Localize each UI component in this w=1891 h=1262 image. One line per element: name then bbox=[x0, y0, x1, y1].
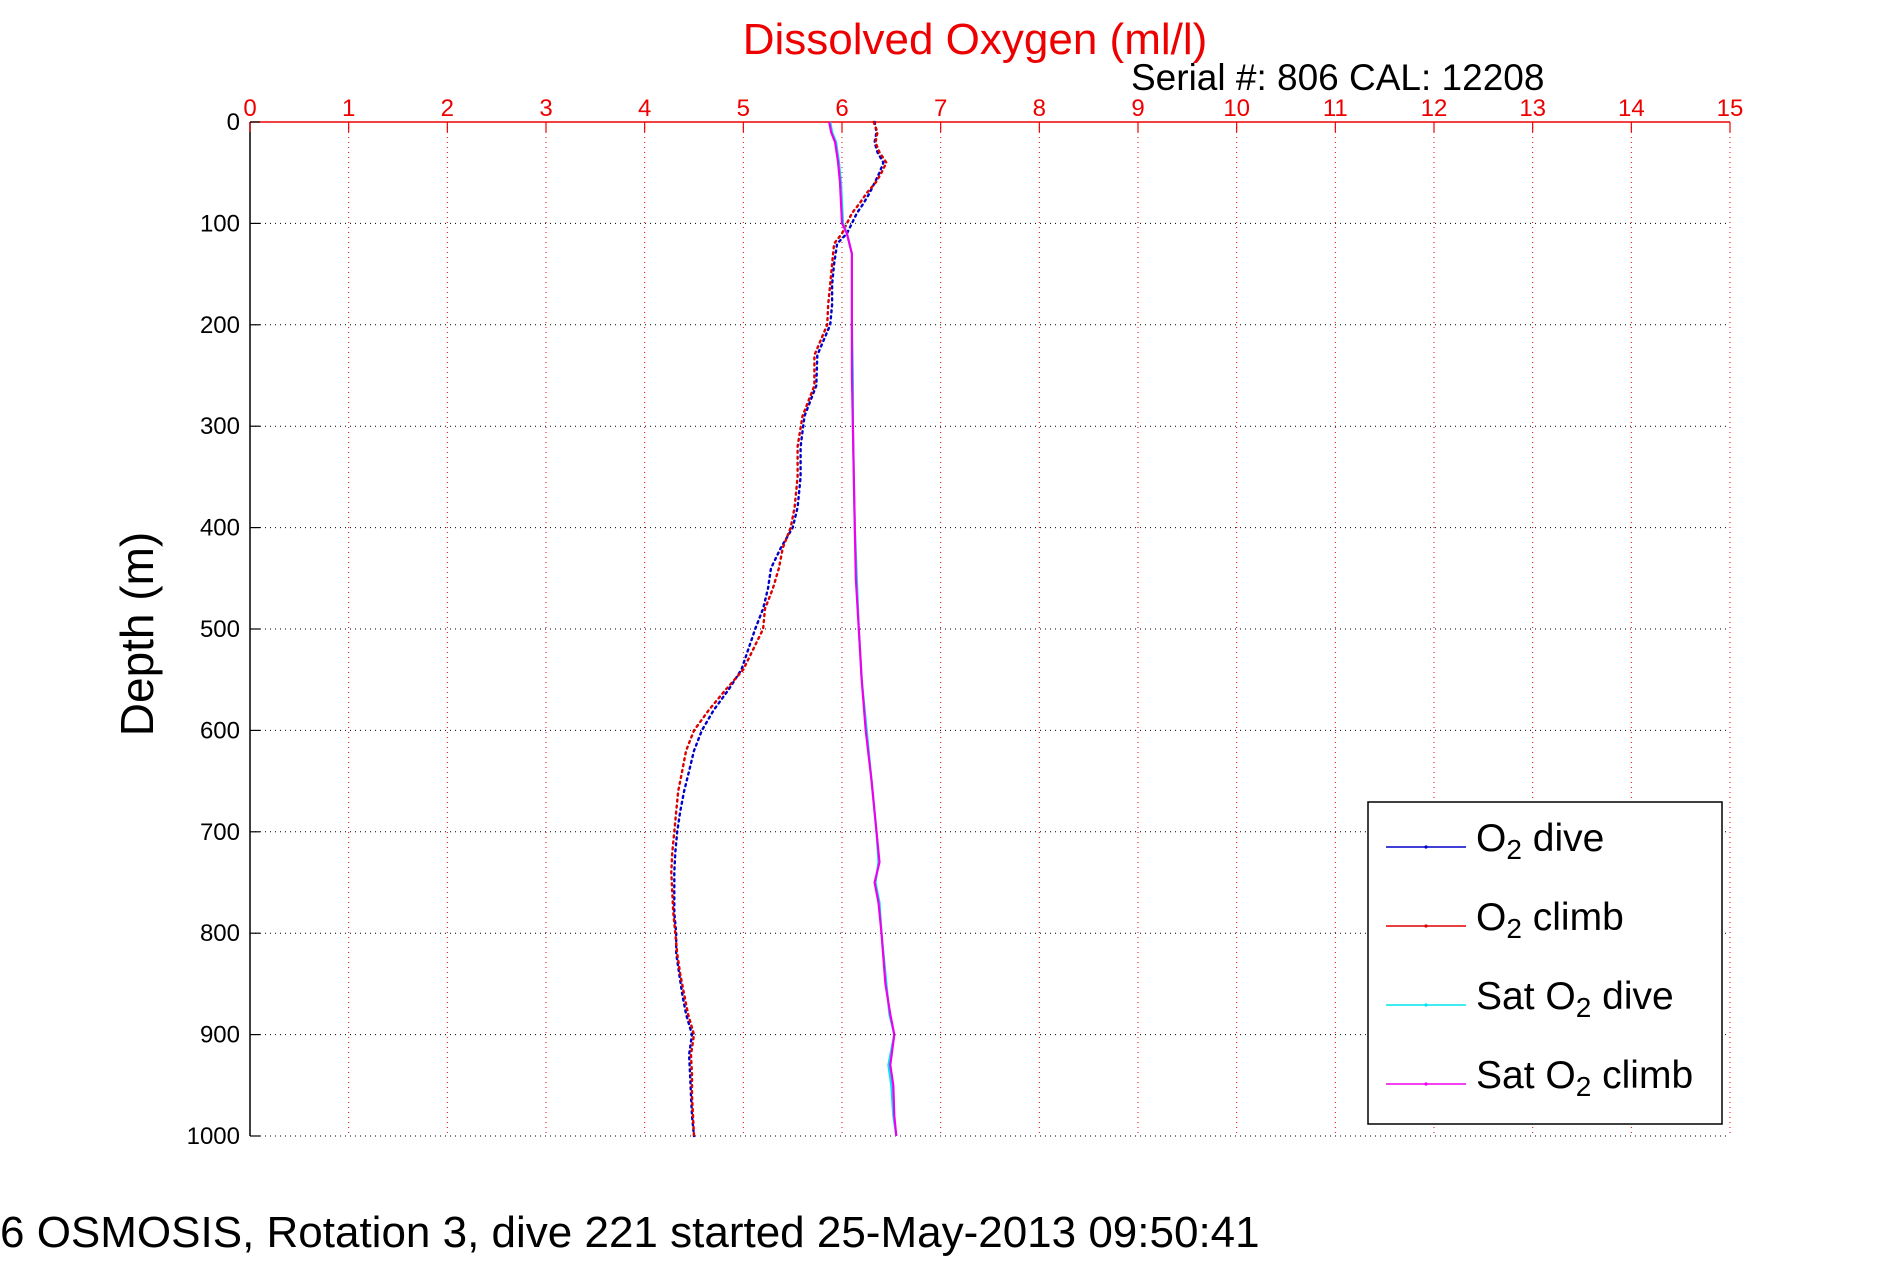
axes: 0 1 2 3 4 5 6 7 8 9 10 11 12 13 14 15010020030040050060… bbox=[187, 95, 1744, 1150]
legend-marker bbox=[1424, 924, 1428, 928]
legend-label: Sat O2 dive bbox=[1476, 975, 1674, 1023]
x-tick-label: 2 bbox=[441, 95, 454, 122]
chart-title: Dissolved Oxygen (ml/l) bbox=[743, 15, 1208, 64]
x-tick-label: 4 bbox=[638, 95, 651, 122]
y-tick-label: 300 bbox=[200, 413, 240, 440]
series-line-sat-o2-climb bbox=[828, 121, 898, 1137]
legend-label: O2 dive bbox=[1476, 817, 1604, 865]
y-axis-label: Depth (m) bbox=[111, 532, 163, 736]
y-tick-label: 800 bbox=[200, 920, 240, 947]
series-line-o2-climb bbox=[670, 120, 888, 1138]
x-tick-label: 12 bbox=[1421, 95, 1448, 122]
x-tick-label: 13 bbox=[1519, 95, 1546, 122]
x-tick-label: 3 bbox=[539, 95, 552, 122]
series bbox=[670, 120, 898, 1138]
x-tick-label: 9 bbox=[1131, 95, 1144, 122]
y-tick-label: 1000 bbox=[187, 1123, 240, 1150]
legend-marker bbox=[1424, 1003, 1428, 1007]
x-tick-label: 8 bbox=[1033, 95, 1046, 122]
legend: O2 dive O2 climb Sat O2 dive Sat O2 climb bbox=[1367, 801, 1723, 1125]
x-tick-label: 1 bbox=[342, 95, 355, 122]
x-tick-label: 6 bbox=[835, 95, 848, 122]
x-tick-label: 11 bbox=[1323, 95, 1348, 122]
y-tick-label: 100 bbox=[200, 210, 240, 237]
x-tick-label: 14 bbox=[1618, 95, 1645, 122]
x-tick-label: 0 bbox=[243, 95, 256, 122]
x-tick-label: 7 bbox=[934, 95, 947, 122]
dive-caption: 6 OSMOSIS, Rotation 3, dive 221 started … bbox=[0, 1208, 1260, 1257]
chart-subtitle: Serial #: 806 CAL: 12208 bbox=[1131, 57, 1544, 98]
y-tick-label: 400 bbox=[200, 515, 240, 542]
legend-box bbox=[1367, 801, 1723, 1125]
y-tick-label: 0 bbox=[227, 109, 240, 136]
y-tick-label: 900 bbox=[200, 1022, 240, 1049]
y-tick-label: 200 bbox=[200, 312, 240, 339]
legend-label: Sat O2 climb bbox=[1476, 1054, 1693, 1102]
legend-label: O2 climb bbox=[1476, 896, 1624, 944]
x-tick-label: 15 bbox=[1717, 95, 1744, 122]
y-tick-label: 700 bbox=[200, 819, 240, 846]
x-tick-label: 10 bbox=[1223, 95, 1250, 122]
y-tick-label: 600 bbox=[200, 717, 240, 744]
legend-marker bbox=[1424, 845, 1428, 849]
y-tick-label: 500 bbox=[200, 616, 240, 643]
legend-marker bbox=[1424, 1082, 1428, 1086]
x-tick-label: 5 bbox=[737, 95, 750, 122]
